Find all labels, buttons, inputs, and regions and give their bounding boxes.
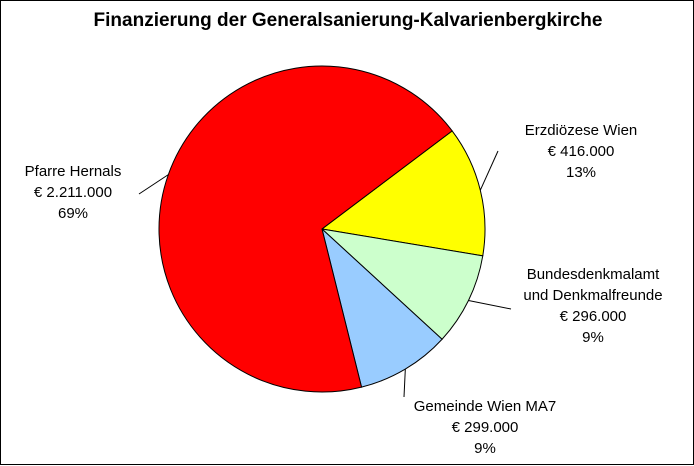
- slice-percent-label: 69%: [58, 205, 88, 222]
- pie-slice: [158, 65, 453, 393]
- slice-percent-label: 9%: [582, 329, 604, 346]
- slice-value-label: € 416.000: [548, 143, 615, 160]
- pie-slice: [320, 228, 484, 340]
- leader-line: [403, 369, 406, 398]
- chart-title: Finanzierung der Generalsanierung-Kalvar…: [93, 10, 603, 31]
- slice-value-label: € 2.211.000: [34, 184, 112, 201]
- slice-percent-label: 9%: [474, 440, 496, 457]
- slice-label: Bundesdenkmalamt: [527, 266, 660, 283]
- slice-label: Erzdiözese Wien: [525, 122, 638, 139]
- leader-line: [138, 174, 169, 195]
- slice-percent-label: 13%: [566, 164, 596, 181]
- slice-value-label: € 296.000: [560, 308, 627, 325]
- slice-label: Gemeinde Wien MA7: [414, 398, 557, 415]
- slice-label: und Denkmalfreunde: [523, 287, 662, 304]
- leader-line: [479, 150, 499, 191]
- slice-label: Pfarre Hernals: [25, 163, 122, 180]
- leader-line: [468, 300, 512, 310]
- slice-value-label: € 299.000: [452, 419, 519, 436]
- pie-slice: [320, 130, 486, 257]
